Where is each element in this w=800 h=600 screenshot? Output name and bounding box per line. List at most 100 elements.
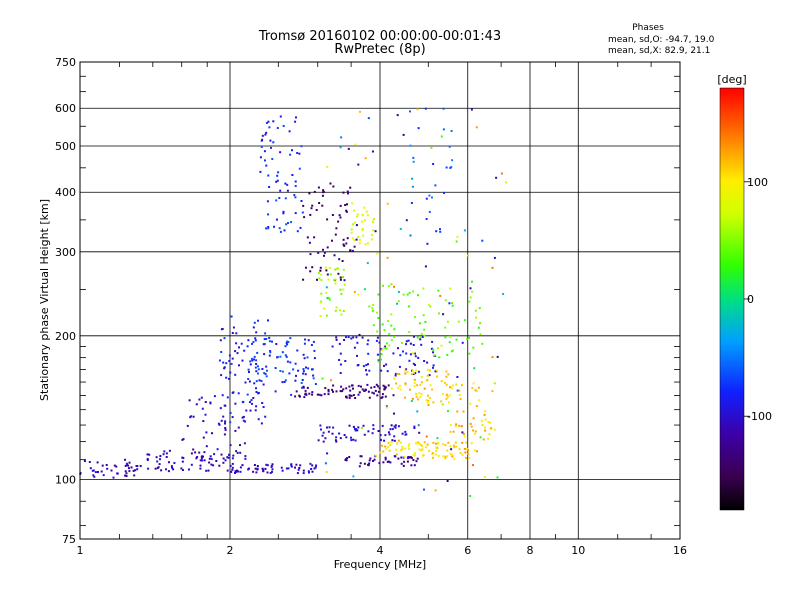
data-point (342, 288, 345, 291)
data-point (253, 355, 256, 358)
data-point (493, 382, 496, 385)
data-point (372, 324, 375, 327)
data-point (262, 470, 265, 473)
data-point (230, 470, 233, 473)
data-point (364, 243, 367, 246)
data-point (468, 300, 471, 303)
data-point (357, 163, 360, 166)
data-point (399, 227, 402, 230)
data-point (257, 372, 259, 375)
data-point (308, 192, 311, 195)
data-point (468, 457, 471, 459)
data-point (307, 367, 310, 370)
data-point (384, 345, 386, 348)
data-point (425, 197, 428, 200)
data-point (327, 390, 330, 393)
data-point (354, 428, 357, 431)
data-point (259, 156, 262, 159)
data-point (359, 455, 362, 458)
data-point (322, 440, 325, 443)
data-point (440, 135, 443, 138)
data-point (445, 370, 448, 373)
data-point (489, 421, 491, 424)
data-point (432, 348, 435, 351)
data-point (282, 125, 285, 127)
data-point (417, 127, 420, 130)
data-point (257, 368, 260, 371)
data-point (321, 377, 324, 380)
data-point (196, 456, 199, 458)
data-point (425, 399, 428, 402)
data-point (253, 382, 256, 385)
data-point (339, 146, 342, 149)
data-point (373, 458, 376, 461)
data-point (387, 460, 390, 463)
data-point (339, 372, 342, 374)
x-tick-label: 6 (464, 544, 471, 557)
data-point (419, 395, 422, 398)
data-point (412, 344, 415, 346)
data-point (368, 305, 371, 308)
data-point (346, 203, 348, 206)
data-point (387, 384, 390, 387)
data-point (372, 304, 375, 306)
data-point (410, 464, 413, 467)
data-point (351, 249, 354, 252)
data-point (243, 349, 246, 352)
data-point (302, 386, 305, 389)
data-point (247, 368, 250, 371)
data-point (475, 405, 478, 408)
data-point (482, 438, 485, 441)
data-point (420, 445, 423, 448)
data-point (350, 436, 352, 439)
data-point (254, 339, 257, 342)
data-point (436, 437, 439, 440)
data-point (358, 333, 361, 336)
data-point (437, 289, 440, 292)
data-point (422, 287, 425, 290)
data-point (432, 366, 434, 369)
data-point (267, 319, 269, 322)
data-point (414, 355, 417, 358)
data-point (354, 221, 356, 224)
data-point (251, 402, 253, 405)
data-point (324, 437, 327, 440)
data-point (264, 415, 267, 418)
data-point (208, 461, 211, 464)
data-point (402, 293, 405, 296)
data-point (326, 218, 329, 221)
data-point (431, 196, 433, 199)
data-point (255, 471, 258, 474)
data-point (445, 166, 448, 169)
data-point (228, 377, 230, 380)
data-point (404, 430, 407, 433)
data-point (383, 385, 386, 388)
data-point (407, 445, 410, 448)
data-point (390, 424, 393, 427)
data-point (384, 395, 387, 398)
data-point (385, 447, 388, 450)
data-point (112, 476, 115, 479)
data-point (428, 397, 431, 399)
data-point (298, 152, 301, 155)
data-point (420, 343, 423, 346)
data-point (397, 347, 399, 350)
data-point (426, 443, 429, 446)
data-point (436, 446, 439, 449)
data-point (418, 442, 421, 445)
data-point (383, 388, 386, 391)
data-point (390, 441, 393, 444)
data-point (384, 434, 387, 437)
data-point (342, 388, 345, 391)
phase-legend-x: mean, sd,X: 82.9, 21.1 (608, 46, 710, 56)
data-point (385, 342, 388, 345)
data-point (236, 451, 239, 454)
data-point (491, 390, 494, 393)
data-point (327, 278, 330, 281)
data-point (484, 410, 487, 413)
data-point (220, 351, 223, 353)
data-point (412, 362, 415, 365)
data-point (310, 344, 313, 346)
data-point (231, 468, 234, 471)
data-point (220, 453, 223, 456)
